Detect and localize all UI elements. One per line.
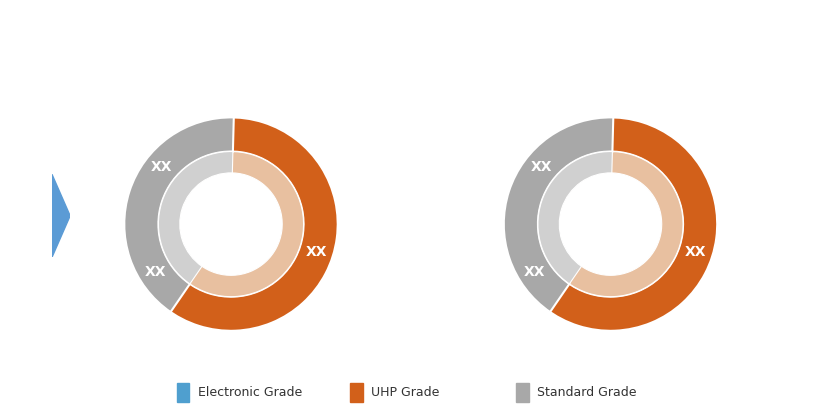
Text: XX: XX bbox=[685, 245, 706, 259]
Text: MARKET SHARE- 2018: MARKET SHARE- 2018 bbox=[26, 158, 36, 278]
Wedge shape bbox=[158, 151, 304, 297]
Text: Electronic Grade: Electronic Grade bbox=[198, 386, 302, 399]
Wedge shape bbox=[504, 117, 613, 312]
Text: XX: XX bbox=[144, 265, 166, 279]
Bar bbox=[516, 383, 529, 402]
Text: MARKET BY GRADE: MARKET BY GRADE bbox=[111, 26, 304, 44]
Text: XX: XX bbox=[524, 265, 545, 279]
Bar bbox=[350, 383, 363, 402]
Wedge shape bbox=[538, 151, 683, 297]
Wedge shape bbox=[505, 117, 717, 331]
Wedge shape bbox=[125, 117, 233, 312]
Text: XX: XX bbox=[305, 245, 327, 259]
Wedge shape bbox=[504, 117, 717, 331]
Wedge shape bbox=[125, 117, 337, 331]
Text: UHP Grade: UHP Grade bbox=[371, 386, 439, 399]
Wedge shape bbox=[158, 151, 233, 284]
Bar bbox=[177, 383, 190, 402]
Wedge shape bbox=[538, 151, 612, 284]
Text: XX: XX bbox=[530, 160, 552, 174]
Wedge shape bbox=[159, 151, 304, 297]
Wedge shape bbox=[539, 151, 683, 297]
Polygon shape bbox=[52, 174, 70, 257]
Wedge shape bbox=[125, 117, 337, 331]
Text: XX: XX bbox=[151, 160, 172, 174]
Text: Standard Grade: Standard Grade bbox=[537, 386, 637, 399]
